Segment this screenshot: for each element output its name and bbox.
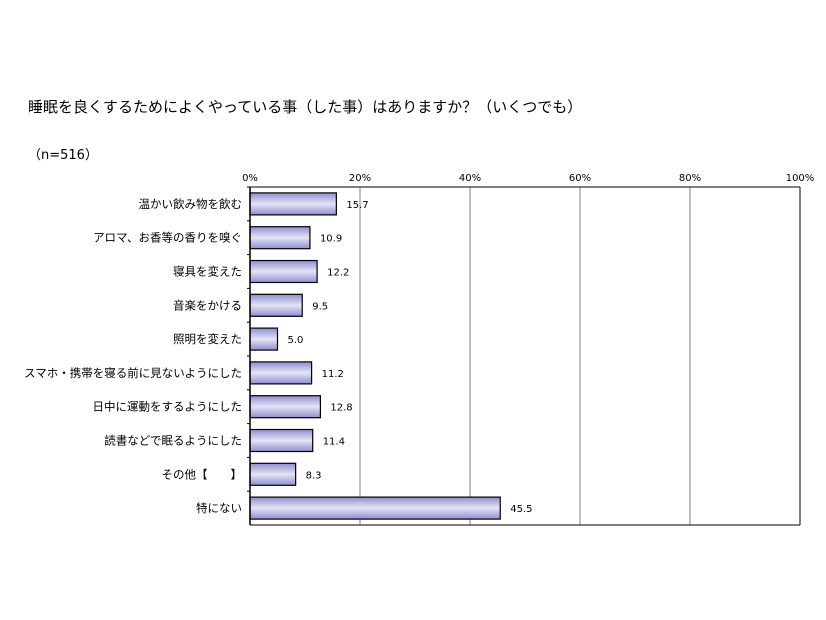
category-label: 日中に運動をするようにした bbox=[93, 400, 243, 414]
category-label: 音楽をかける bbox=[173, 298, 242, 312]
value-label: 11.2 bbox=[322, 369, 344, 380]
bars bbox=[249, 192, 501, 520]
category-labels: 温かい飲み物を飲むアロマ、お香等の香りを嗅ぐ寝具を変えた音楽をかける照明を変えた… bbox=[24, 186, 250, 515]
chart-title: 睡眠を良くするためによくやっている事（した事）はありますか？（いくつでも） bbox=[28, 98, 583, 116]
category-label: その他【 】 bbox=[162, 467, 243, 481]
category-label: スマホ・携帯を寝る前に見ないようにした bbox=[24, 366, 242, 380]
value-label: 12.2 bbox=[327, 268, 349, 279]
category-label: 照明を変えた bbox=[173, 332, 242, 346]
value-label: 10.9 bbox=[320, 234, 342, 245]
value-label: 5.0 bbox=[288, 335, 304, 346]
value-label: 15.7 bbox=[346, 200, 368, 211]
sample-size-label: （n=516） bbox=[28, 148, 98, 163]
bar bbox=[249, 361, 313, 385]
x-tick-label: 40% bbox=[459, 173, 481, 184]
axes bbox=[249, 186, 801, 526]
x-tick-label: 0% bbox=[242, 173, 258, 184]
bar bbox=[249, 226, 311, 250]
bar bbox=[249, 192, 337, 216]
x-tick-label: 20% bbox=[349, 173, 371, 184]
bar bbox=[249, 327, 279, 351]
value-label: 11.4 bbox=[323, 437, 345, 448]
x-tick-label: 80% bbox=[679, 173, 701, 184]
category-label: 温かい飲み物を飲む bbox=[139, 197, 243, 211]
value-label: 9.5 bbox=[312, 301, 328, 312]
value-label: 12.8 bbox=[330, 403, 352, 414]
category-label: 読書などで眠るようにした bbox=[104, 434, 242, 448]
bar bbox=[249, 395, 322, 419]
x-tick-label: 60% bbox=[569, 173, 591, 184]
bar bbox=[249, 496, 501, 520]
x-tick-label: 100% bbox=[786, 173, 815, 184]
value-labels: 15.7 10.9 12.2 9.5 5.0 11.2 12.8 11.4 8.3 45.5 bbox=[288, 200, 533, 515]
x-axis-ticks: 0% 20% 40% 60% 80% 100% bbox=[242, 173, 814, 184]
category-label: アロマ、お香等の香りを嗅ぐ bbox=[93, 231, 242, 245]
value-label: 8.3 bbox=[306, 470, 322, 481]
category-label: 特にない bbox=[196, 501, 242, 515]
value-label: 45.5 bbox=[510, 504, 532, 515]
grid-lines bbox=[359, 187, 801, 525]
bar bbox=[249, 428, 314, 453]
category-label: 寝具を変えた bbox=[173, 265, 242, 279]
bar bbox=[249, 259, 318, 284]
bar bbox=[249, 293, 303, 317]
bar bbox=[249, 462, 297, 486]
